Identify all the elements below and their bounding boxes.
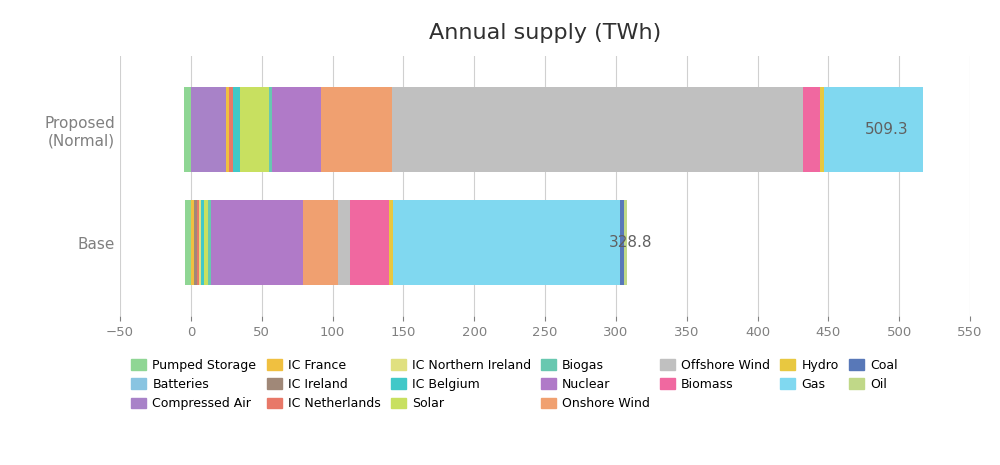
Bar bbox=[229, 87, 233, 172]
Bar bbox=[389, 200, 393, 285]
Bar bbox=[191, 87, 226, 172]
Bar bbox=[350, 200, 389, 285]
Bar bbox=[269, 87, 272, 172]
Bar bbox=[820, 87, 824, 172]
Bar bbox=[240, 87, 269, 172]
Bar bbox=[196, 200, 199, 285]
Bar bbox=[824, 87, 923, 172]
Bar bbox=[199, 200, 201, 285]
Title: Annual supply (TWh): Annual supply (TWh) bbox=[429, 23, 661, 43]
Bar bbox=[184, 87, 191, 172]
Bar bbox=[803, 87, 820, 172]
Bar bbox=[226, 87, 229, 172]
Bar bbox=[624, 200, 627, 285]
Bar bbox=[393, 200, 620, 285]
Bar bbox=[191, 200, 194, 285]
Bar bbox=[194, 200, 197, 285]
Bar bbox=[338, 200, 350, 285]
Bar bbox=[303, 200, 338, 285]
Bar bbox=[272, 87, 321, 172]
Text: 509.3: 509.3 bbox=[864, 122, 908, 137]
Bar bbox=[185, 200, 191, 285]
Text: 328.8: 328.8 bbox=[609, 235, 652, 250]
Legend: Pumped Storage, Batteries, Compressed Air, IC France, IC Ireland, IC Netherlands: Pumped Storage, Batteries, Compressed Ai… bbox=[126, 354, 903, 415]
Bar bbox=[201, 200, 204, 285]
Bar bbox=[211, 200, 303, 285]
Bar bbox=[321, 87, 392, 172]
Bar bbox=[620, 200, 624, 285]
Bar bbox=[392, 87, 803, 172]
Bar bbox=[208, 200, 211, 285]
Bar bbox=[233, 87, 240, 172]
Bar bbox=[204, 200, 208, 285]
